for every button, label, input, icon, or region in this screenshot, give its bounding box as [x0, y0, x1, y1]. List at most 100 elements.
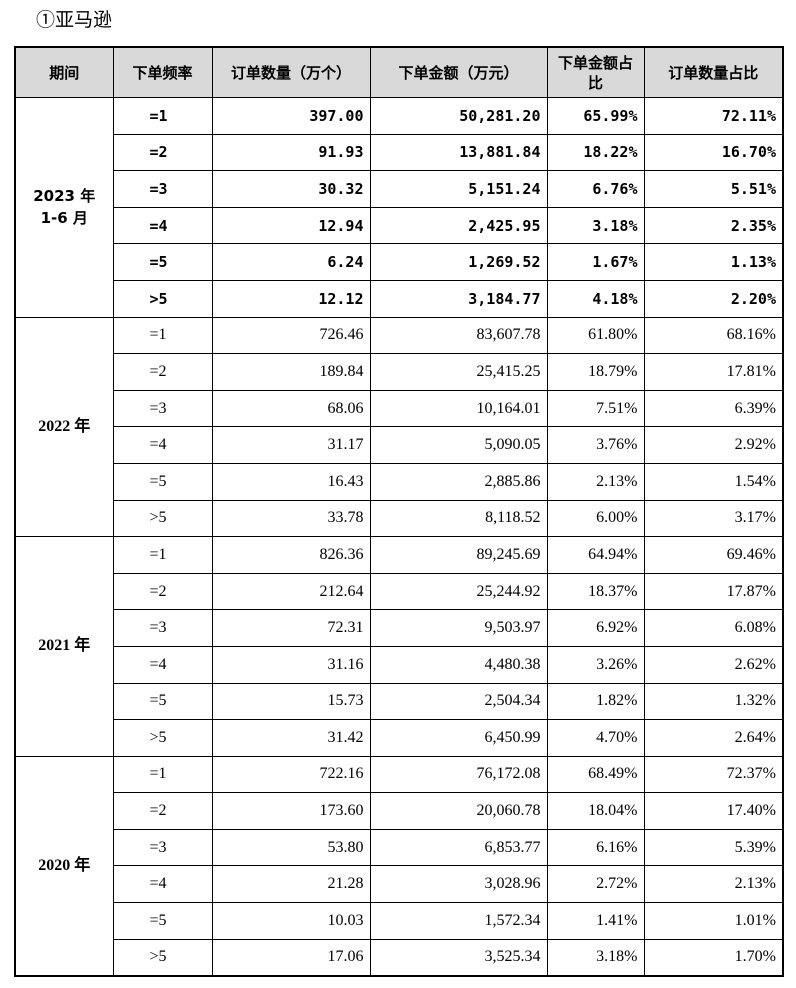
value-cell: 21.28 [211, 865, 371, 904]
table-row: =4 21.28 3,028.96 2.72% 2.13% [15, 865, 784, 904]
value-cell: 25,415.25 [369, 353, 548, 391]
value-cell: 8,118.52 [369, 499, 548, 538]
value-cell: 18.04% [546, 792, 645, 830]
value-cell: 10.03 [211, 902, 371, 940]
value-cell: 91.93 [211, 133, 371, 172]
value-cell: 31.16 [211, 645, 371, 684]
value-cell: 6.00% [546, 499, 645, 538]
frequency-cell: =5 [112, 902, 213, 940]
table-row: =2 189.84 25,415.25 18.79% 17.81% [15, 353, 784, 391]
frequency-cell: =4 [112, 206, 213, 245]
table-row: >5 31.42 6,450.99 4.70% 2.64% [15, 719, 784, 757]
value-cell: 3.76% [546, 426, 645, 464]
value-cell: 5.51% [643, 170, 784, 208]
value-cell: 2,885.86 [369, 462, 548, 501]
value-cell: 18.22% [546, 133, 645, 172]
value-cell: 16.70% [643, 133, 784, 172]
value-cell: 173.60 [211, 792, 371, 830]
value-cell: 72.37% [643, 755, 784, 794]
period-line: 2021 年 [38, 637, 91, 655]
value-cell: 2.64% [643, 719, 784, 757]
value-cell: 30.32 [211, 170, 371, 208]
value-cell: 3,525.34 [369, 938, 548, 977]
value-cell: 5,090.05 [369, 426, 548, 464]
frequency-cell: =2 [112, 133, 213, 172]
value-cell: 3,184.77 [369, 279, 548, 318]
table-row: >5 17.06 3,525.34 3.18% 1.70% [15, 938, 784, 977]
frequency-cell: =3 [112, 389, 213, 428]
value-cell: 64.94% [546, 536, 645, 574]
value-cell: 397.00 [211, 97, 371, 135]
frequency-cell: =2 [112, 572, 213, 611]
data-table: 期间 下单频率 订单数量（万个） 下单金额（万元） 下单金额占比 订单数量占比 2023 … [14, 46, 784, 978]
value-cell: 1,269.52 [369, 243, 548, 281]
value-cell: 33.78 [211, 499, 371, 538]
table-body: 2023 年 1-6 月 =1 397.00 50,281.20 65.99% 72.11%… [14, 97, 784, 977]
value-cell: 17.81% [643, 353, 784, 391]
value-cell: 68.49% [546, 755, 645, 794]
period-cell: 2023 年 1-6 月 [14, 97, 114, 318]
frequency-cell: >5 [112, 279, 213, 318]
period-cell: 2022 年 [14, 316, 114, 538]
table-row: >5 12.12 3,184.77 4.18% 2.20% [15, 279, 784, 318]
value-cell: 9,503.97 [369, 609, 548, 647]
value-cell: 17.87% [643, 572, 784, 611]
value-cell: 1.70% [643, 938, 784, 977]
value-cell: 10,164.01 [369, 389, 548, 428]
value-cell: 6.16% [546, 828, 645, 867]
table-row: =4 31.16 4,480.38 3.26% 2.62% [15, 645, 784, 684]
value-cell: 69.46% [643, 536, 784, 574]
value-cell: 2.20% [643, 279, 784, 318]
value-cell: 3,028.96 [369, 865, 548, 904]
value-cell: 2.62% [643, 645, 784, 684]
frequency-cell: =2 [112, 353, 213, 391]
table-row: =5 16.43 2,885.86 2.13% 1.54% [15, 462, 784, 501]
value-cell: 2,425.95 [369, 206, 548, 245]
value-cell: 3.18% [546, 938, 645, 977]
value-cell: 6.08% [643, 609, 784, 647]
table-row: =3 72.31 9,503.97 6.92% 6.08% [15, 609, 784, 647]
value-cell: 76,172.08 [369, 755, 548, 794]
value-cell: 4,480.38 [369, 645, 548, 684]
period-line: 2022 年 [38, 417, 91, 435]
value-cell: 3.17% [643, 499, 784, 538]
value-cell: 6,450.99 [369, 719, 548, 757]
value-cell: 2.92% [643, 426, 784, 464]
column-header: 订单数量（万个） [211, 46, 371, 98]
frequency-cell: =4 [112, 865, 213, 904]
value-cell: 4.70% [546, 719, 645, 757]
frequency-cell: =5 [112, 462, 213, 501]
value-cell: 5.39% [643, 828, 784, 867]
value-cell: 13,881.84 [369, 133, 548, 172]
value-cell: 1.13% [643, 243, 784, 281]
table-row: =3 53.80 6,853.77 6.16% 5.39% [15, 828, 784, 867]
frequency-cell: =4 [112, 645, 213, 684]
table-row: =3 68.06 10,164.01 7.51% 6.39% [15, 389, 784, 428]
column-header: 期间 [14, 46, 114, 98]
table-row: 2020 年 =1 722.16 76,172.08 68.49% 72.37% [14, 755, 784, 977]
value-cell: 1.41% [546, 902, 645, 940]
frequency-cell: =1 [112, 536, 213, 574]
frequency-cell: >5 [112, 499, 213, 538]
column-header: 下单频率 [112, 46, 213, 98]
table-row: =5 6.24 1,269.52 1.67% 1.13% [15, 243, 784, 281]
table-row: 2021 年 =1 826.36 89,245.69 64.94% 69.46% [14, 536, 784, 757]
value-cell: 65.99% [546, 97, 645, 135]
table-row: =5 15.73 2,504.34 1.82% 1.32% [15, 682, 784, 721]
value-cell: 6.39% [643, 389, 784, 428]
value-cell: 18.37% [546, 572, 645, 611]
table-row: 2023 年 1-6 月 =1 397.00 50,281.20 65.99% 72.11% [14, 97, 784, 318]
value-cell: 17.06 [211, 938, 371, 977]
table-row: =2 91.93 13,881.84 18.22% 16.70% [15, 133, 784, 172]
column-header: 下单金额占比 [546, 46, 645, 98]
period-line: 1-6 月 [40, 209, 88, 228]
value-cell: 1.32% [643, 682, 784, 721]
value-cell: 18.79% [546, 353, 645, 391]
frequency-cell: =3 [112, 828, 213, 867]
frequency-cell: =1 [112, 97, 213, 135]
value-cell: 3.26% [546, 645, 645, 684]
value-cell: 1.82% [546, 682, 645, 721]
table-row: =4 31.17 5,090.05 3.76% 2.92% [15, 426, 784, 464]
value-cell: 89,245.69 [369, 536, 548, 574]
value-cell: 6.92% [546, 609, 645, 647]
